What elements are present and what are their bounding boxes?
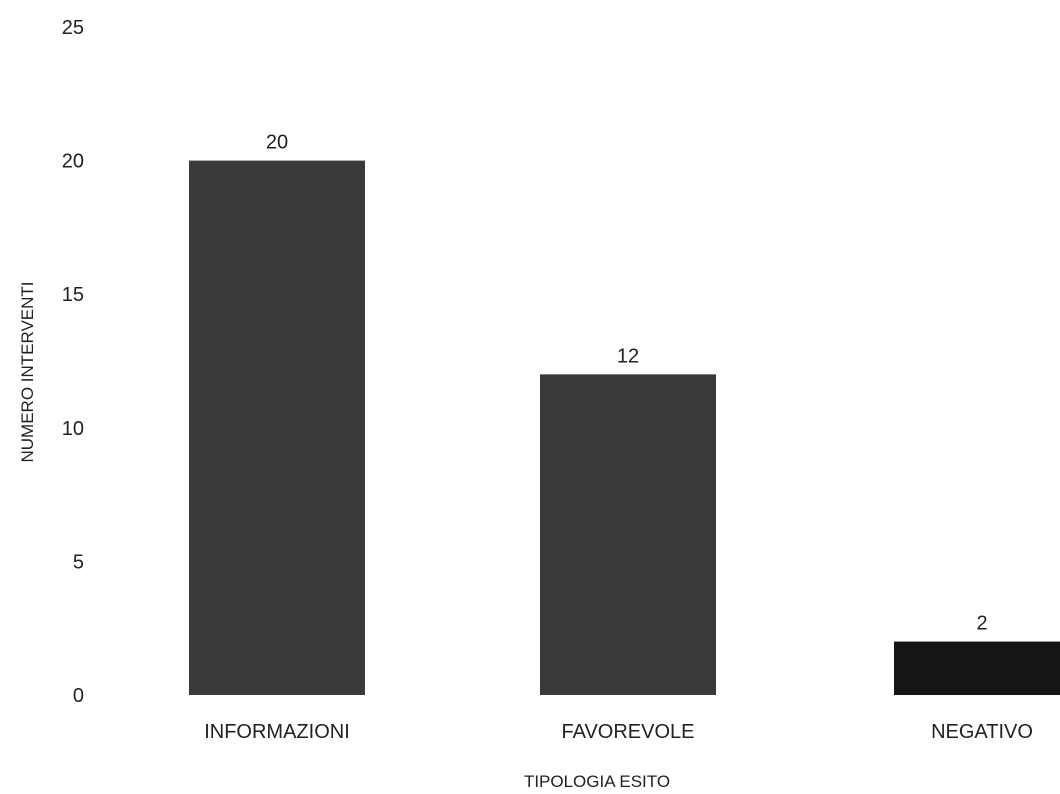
bar-value-label: 20 bbox=[266, 132, 288, 154]
bars bbox=[189, 160, 1060, 696]
bar-value-label: 12 bbox=[617, 345, 639, 367]
y-tick-label: 5 bbox=[73, 551, 84, 573]
value-labels: 20 12 2 bbox=[266, 132, 988, 635]
y-tick-label: 10 bbox=[62, 418, 84, 440]
x-category-label: NEGATIVO bbox=[931, 721, 1033, 743]
x-category-label: FAVOREVOLE bbox=[561, 721, 694, 743]
x-axis-title: TIPOLOGIA ESITO bbox=[524, 772, 670, 791]
bar bbox=[189, 160, 365, 696]
bar bbox=[894, 641, 1060, 695]
bar bbox=[540, 374, 716, 695]
y-tick-label: 15 bbox=[62, 284, 84, 306]
y-tick-label: 20 bbox=[62, 151, 84, 173]
x-category-label: INFORMAZIONI bbox=[204, 721, 350, 743]
x-axis-categories: INFORMAZIONI FAVOREVOLE NEGATIVO bbox=[204, 721, 1033, 743]
y-axis-title: NUMERO INTERVENTI bbox=[18, 281, 37, 462]
bar-value-label: 2 bbox=[976, 613, 987, 635]
y-tick-label: 0 bbox=[73, 685, 84, 707]
y-axis-ticks: 0 5 10 15 20 25 bbox=[62, 17, 84, 707]
y-tick-label: 25 bbox=[62, 17, 84, 39]
